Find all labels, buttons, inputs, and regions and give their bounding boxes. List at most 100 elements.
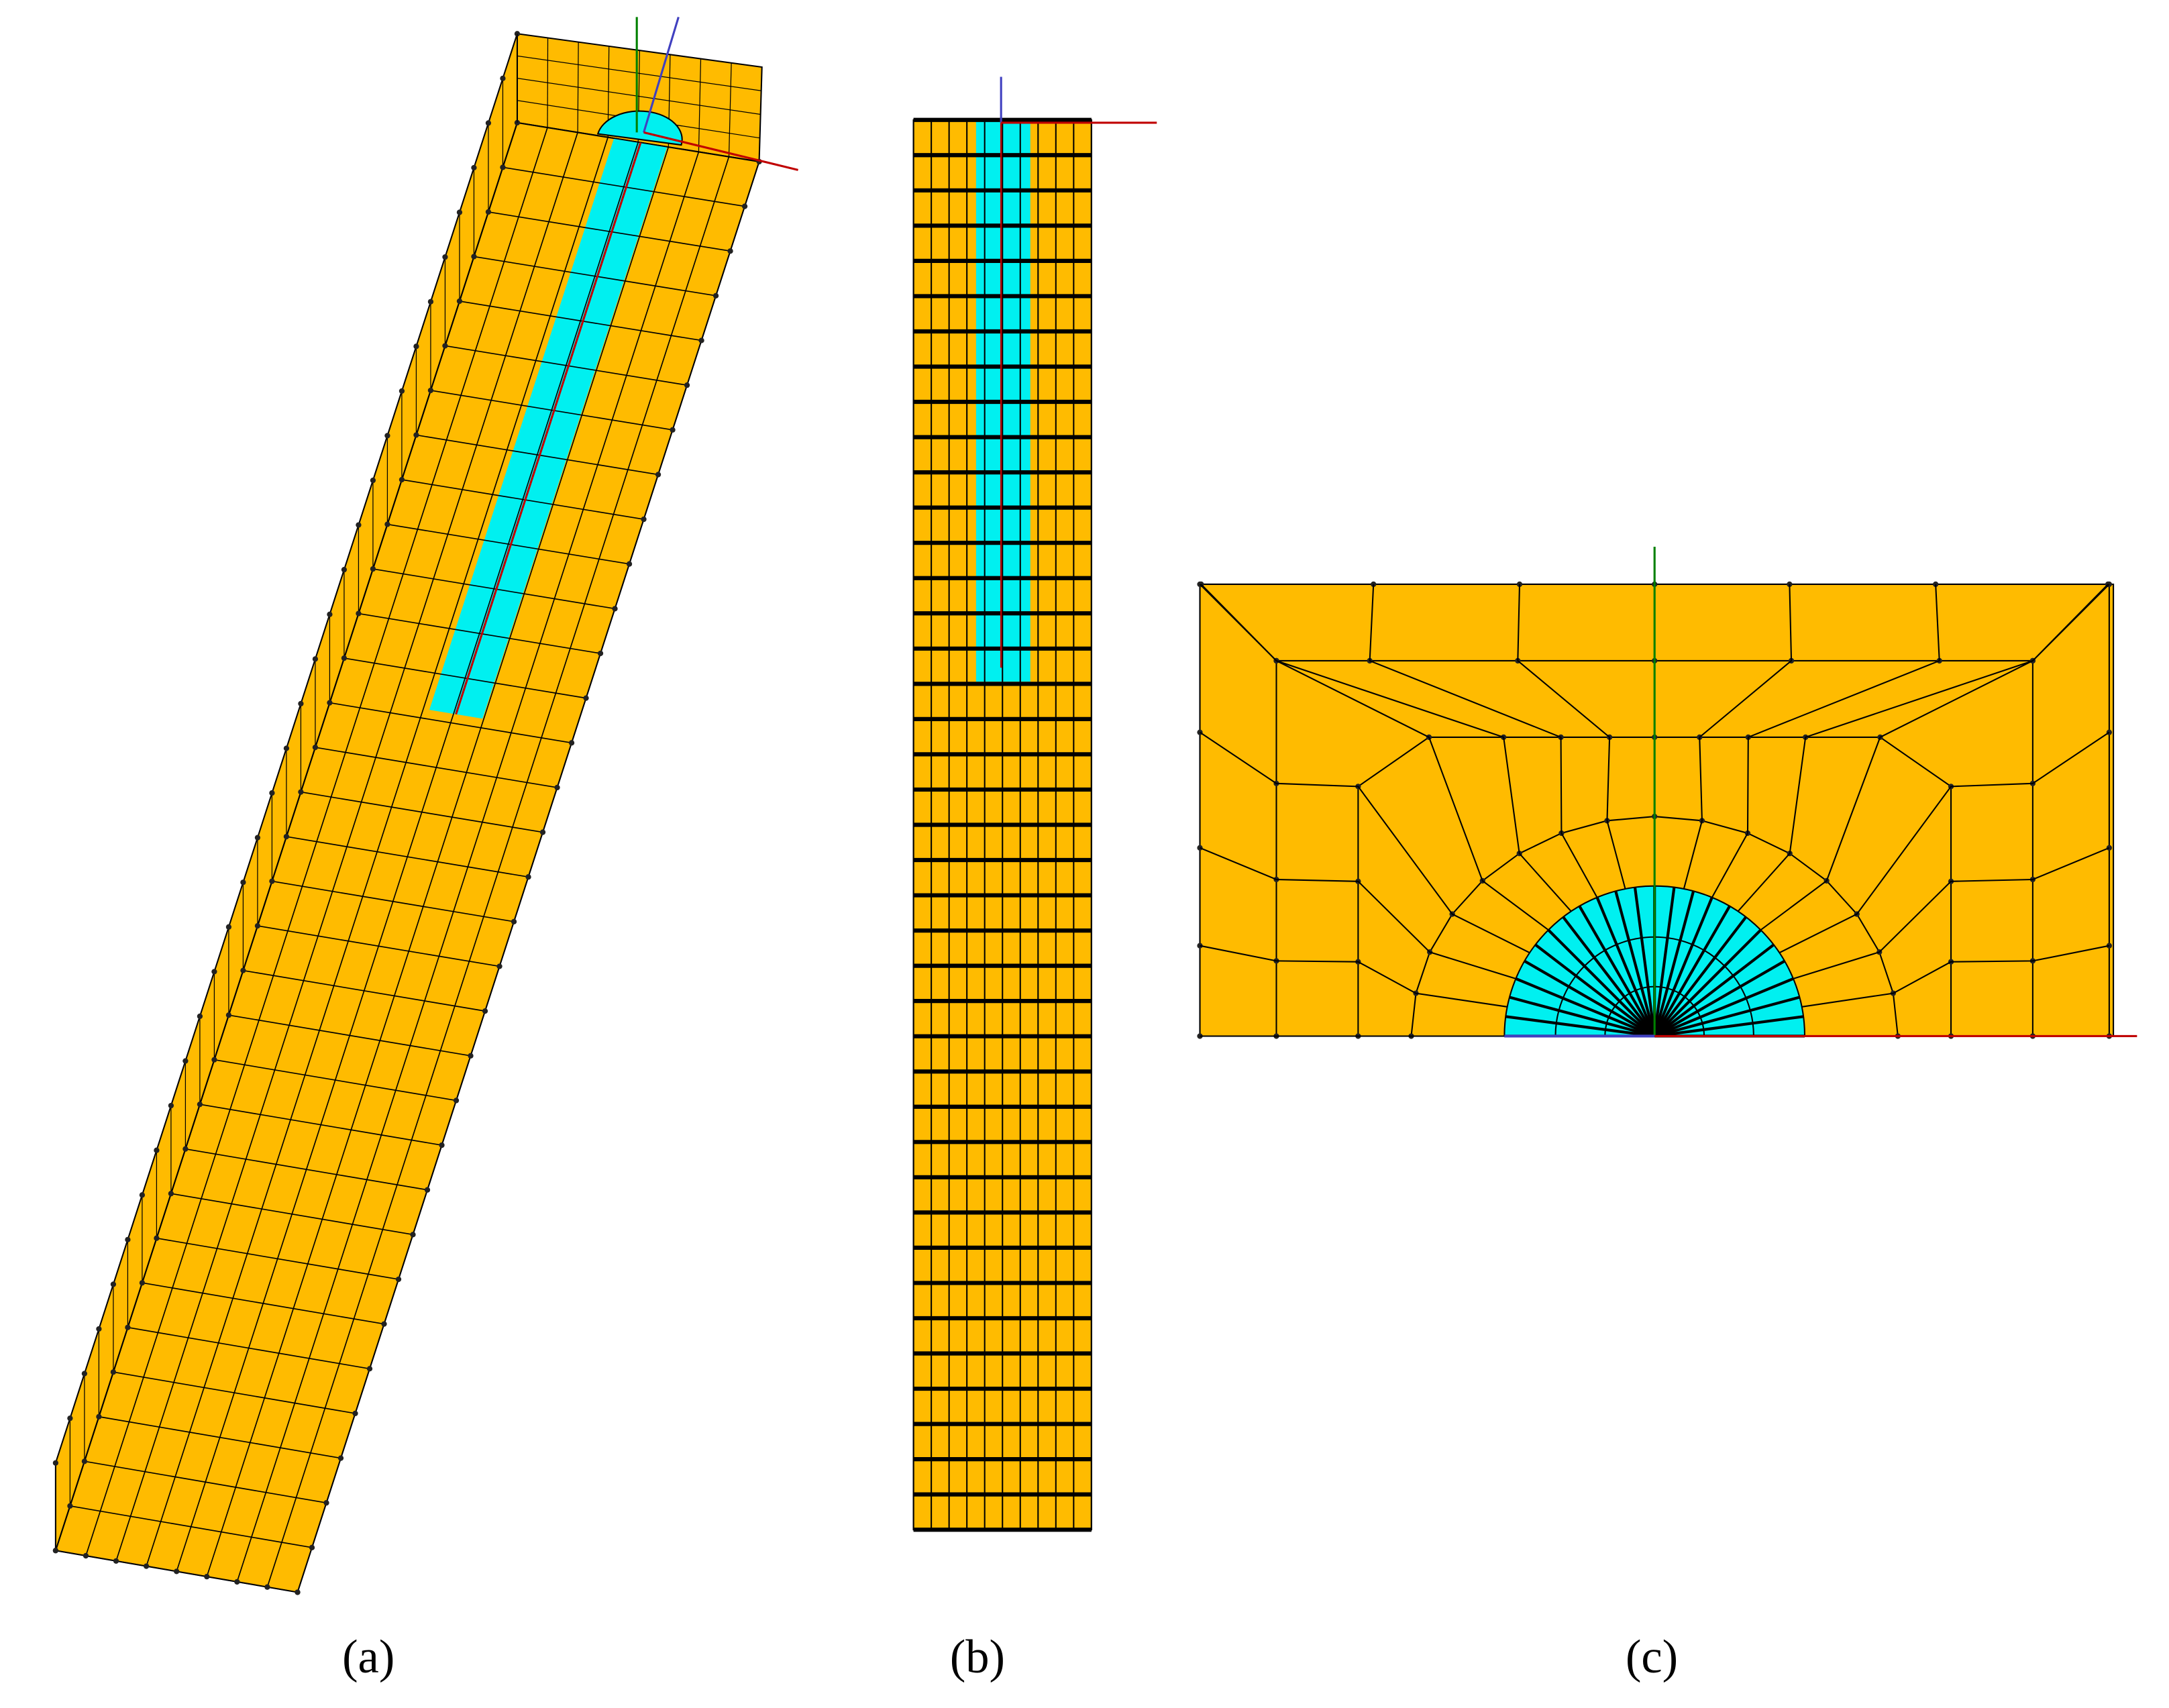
mesh-spoke: [1683, 584, 1793, 890]
mesh-line: [1614, 890, 1656, 1037]
mesh-node: [341, 655, 348, 661]
mesh-node: [264, 1584, 270, 1590]
mesh-node: [641, 516, 647, 523]
mesh-node: [482, 1008, 488, 1014]
mesh-side-view: [912, 76, 1157, 1532]
mesh-node: [670, 427, 676, 433]
mesh-line: [1562, 916, 1656, 1037]
mesh-spoke: [1801, 945, 2110, 1008]
mesh-line: [228, 1014, 471, 1057]
mesh-node: [283, 745, 290, 751]
mesh-node: [496, 963, 502, 969]
mesh-line: [1654, 959, 1786, 1038]
mesh-node: [298, 789, 304, 795]
mesh-node: [698, 337, 704, 343]
mesh-spoke: [1779, 731, 2110, 954]
mesh-line: [329, 702, 572, 744]
mesh-line: [488, 211, 731, 252]
mesh-cross-section: [1197, 546, 2137, 1039]
mesh-line: [1595, 896, 1656, 1037]
mesh-node: [96, 1413, 102, 1420]
mesh-line: [1653, 887, 1676, 1036]
mesh-node: [269, 878, 275, 884]
mesh-line: [84, 1460, 327, 1503]
mesh-node: [356, 522, 362, 528]
mesh-node: [225, 1012, 232, 1018]
mesh-node: [597, 650, 604, 657]
mesh-node: [1516, 581, 1523, 588]
mesh-node: [154, 1235, 160, 1241]
mesh-line: [185, 1148, 428, 1191]
mesh-node: [399, 388, 405, 394]
mesh-node: [52, 1548, 59, 1554]
mesh-node: [468, 1053, 474, 1059]
mesh-spoke: [1200, 847, 1516, 979]
mesh-line: [1653, 896, 1713, 1037]
mesh-spoke: [1793, 847, 2110, 979]
mesh-node: [456, 298, 463, 305]
mesh-node: [240, 879, 246, 886]
mesh-node: [312, 656, 319, 662]
mesh-node: [453, 1098, 460, 1104]
mesh-line: [1654, 1015, 1804, 1038]
mesh-line: [643, 131, 798, 171]
mesh-spoke: [1199, 731, 1530, 954]
mesh-node: [240, 967, 246, 973]
mesh-line: [517, 55, 761, 91]
mesh-line: [1578, 905, 1656, 1037]
mesh-node: [295, 1589, 301, 1595]
mesh-node: [67, 1503, 73, 1509]
mesh-line: [170, 1193, 413, 1236]
mesh-line: [243, 969, 486, 1012]
mesh-line: [257, 925, 500, 967]
mesh-node: [500, 75, 506, 81]
mesh-line: [315, 747, 558, 788]
panel-label: (c): [1626, 1631, 1678, 1683]
mesh-line: [1534, 943, 1656, 1038]
mesh-node: [500, 164, 506, 170]
mesh-node: [399, 476, 405, 483]
mesh-line: [643, 16, 680, 133]
mesh-node: [356, 610, 362, 617]
mesh-line: [1653, 905, 1731, 1037]
mesh-node: [712, 292, 719, 299]
mesh-line: [142, 1282, 384, 1325]
mesh-node: [471, 254, 477, 260]
mesh-node: [225, 924, 232, 930]
mesh-spoke: [1199, 584, 1549, 931]
mesh-node: [410, 1232, 416, 1238]
mesh-node: [67, 1416, 73, 1422]
mesh-node: [341, 567, 348, 573]
mesh-line: [1505, 1015, 1655, 1038]
mesh-node: [174, 1568, 180, 1574]
mesh-line: [358, 612, 601, 654]
mesh-node: [204, 1574, 210, 1580]
mesh-node: [427, 299, 434, 305]
mesh-node: [1787, 581, 1793, 588]
mesh-node: [110, 1369, 117, 1375]
mesh-node: [327, 700, 333, 706]
mesh-node: [197, 1102, 203, 1108]
mesh-node: [583, 695, 589, 701]
mesh-3d-view: [52, 16, 798, 1595]
mesh-spoke: [1517, 584, 1626, 890]
mesh-node: [139, 1192, 146, 1198]
mesh-node: [439, 1142, 445, 1149]
mesh-line: [1515, 977, 1655, 1038]
mesh-line: [1509, 996, 1655, 1038]
mesh-node: [384, 521, 390, 527]
mesh-node: [309, 1544, 315, 1550]
mesh-line: [401, 479, 644, 520]
mesh-node: [366, 1366, 373, 1372]
mesh-node: [154, 1147, 160, 1153]
mesh-node: [370, 477, 376, 484]
mesh-node: [168, 1191, 174, 1197]
mesh-node: [384, 433, 390, 439]
mesh-node: [125, 1324, 131, 1330]
mesh-node: [413, 343, 419, 350]
mesh-node: [485, 120, 492, 126]
mesh-node: [727, 248, 733, 254]
mesh-line: [430, 390, 673, 431]
mesh-node: [612, 606, 618, 612]
mesh-node: [456, 209, 463, 215]
